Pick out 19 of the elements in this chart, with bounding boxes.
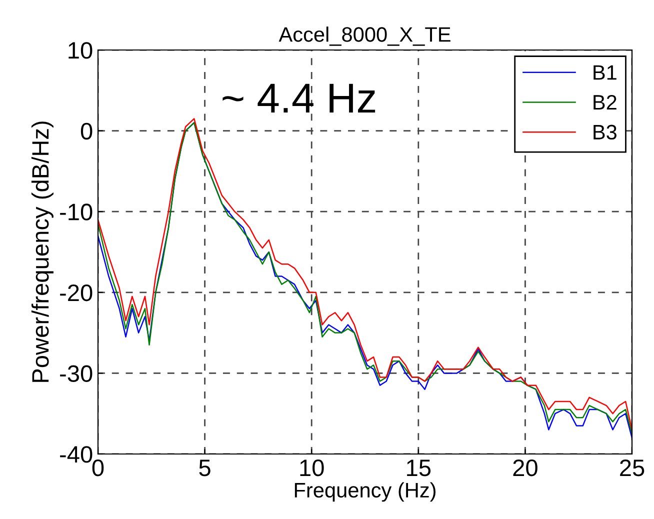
chart-title: Accel_8000_X_TE <box>278 26 450 46</box>
x-tick-label: 15 <box>407 460 431 476</box>
legend-label: B2 <box>594 94 616 110</box>
x-tick-label: 0 <box>92 459 104 476</box>
x-tick-label: 20 <box>513 459 538 476</box>
x-tick-label: 25 <box>620 459 644 476</box>
y-axis-title: Power/frequency (dB/Hz) <box>31 122 54 382</box>
legend-label: B1 <box>594 65 616 80</box>
y-tick-label: 0 <box>80 122 92 140</box>
y-tick-label: -20 <box>60 284 92 302</box>
x-axis-title: Frequency (Hz) <box>294 482 436 502</box>
y-tick-label: -10 <box>60 204 92 220</box>
y-tick-label: -30 <box>60 365 92 382</box>
x-tick-label: 5 <box>199 460 210 476</box>
legend-label: B3 <box>594 124 616 140</box>
annotation: ~ 4.4 Hz <box>222 84 376 113</box>
y-tick-label: 10 <box>68 42 92 59</box>
x-tick-label: 10 <box>300 459 324 476</box>
y-tick-label: -40 <box>60 446 92 463</box>
